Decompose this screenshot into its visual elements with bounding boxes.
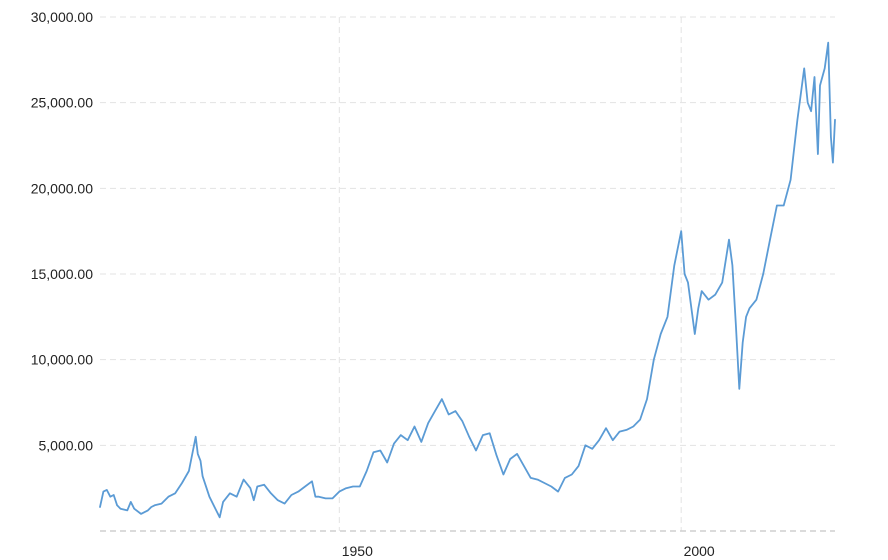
y-tick-label: 25,000.00 bbox=[31, 95, 93, 111]
y-tick-label: 20,000.00 bbox=[31, 180, 93, 196]
y-tick-label: 15,000.00 bbox=[31, 266, 93, 282]
x-tick-label: 2000 bbox=[684, 543, 715, 559]
y-tick-label: 10,000.00 bbox=[31, 352, 93, 368]
gridlines bbox=[100, 16, 835, 531]
y-tick-label: 30,000.00 bbox=[31, 9, 93, 25]
y-tick-label: 5,000.00 bbox=[39, 437, 94, 453]
x-tick-labels: 1950 2000 bbox=[342, 543, 715, 559]
x-tick-label: 1950 bbox=[342, 543, 373, 559]
y-tick-labels: 5,000.00 10,000.00 15,000.00 20,000.00 25,00… bbox=[31, 9, 94, 453]
series-line bbox=[99, 41, 836, 519]
